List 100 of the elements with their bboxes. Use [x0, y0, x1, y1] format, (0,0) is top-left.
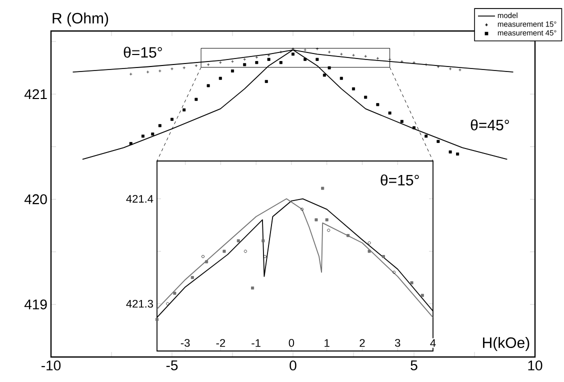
point	[352, 87, 355, 90]
point	[182, 66, 186, 70]
x-tick-label: -5	[166, 360, 178, 370]
y-tick-label: 420	[24, 194, 47, 204]
point	[263, 255, 266, 258]
point	[173, 292, 176, 295]
x-tick-label: 1	[324, 339, 330, 347]
x-tick-label: 10	[528, 360, 542, 370]
point	[141, 134, 144, 138]
point	[392, 270, 396, 274]
x-tick-label: 0	[290, 360, 296, 370]
point	[202, 255, 204, 258]
point	[129, 142, 132, 146]
point	[264, 80, 268, 83]
x-tick-label: -10	[42, 360, 61, 370]
point	[340, 52, 343, 56]
point	[170, 118, 174, 121]
point	[146, 70, 150, 74]
point	[236, 239, 240, 242]
point	[222, 250, 226, 253]
point	[300, 208, 304, 211]
point	[322, 74, 326, 77]
point	[206, 84, 210, 88]
y-tick-label: 421.4	[126, 194, 154, 203]
point	[182, 108, 186, 112]
y-tick-label: 421.3	[126, 300, 153, 308]
y-tick-label: 421	[24, 89, 47, 99]
point	[218, 76, 222, 80]
point	[424, 134, 428, 138]
point	[205, 260, 208, 264]
point	[376, 103, 380, 106]
point	[255, 56, 258, 59]
x-tick-label: -2	[216, 339, 226, 347]
point	[328, 66, 331, 70]
point	[388, 112, 392, 115]
point	[158, 124, 162, 128]
y-tick-label: 419	[24, 299, 47, 310]
point	[206, 63, 210, 66]
y-axis-title: R (Ohm)	[52, 12, 108, 26]
point	[412, 126, 416, 130]
point	[151, 132, 154, 136]
annotation: θ=15°	[380, 174, 419, 186]
point	[456, 152, 460, 156]
point	[231, 69, 234, 72]
x-tick-label: 0	[288, 339, 294, 347]
point	[316, 58, 319, 61]
point	[410, 281, 414, 284]
point	[420, 294, 424, 297]
point	[352, 54, 355, 57]
annotation: θ=45°	[470, 119, 509, 130]
point	[368, 250, 371, 253]
point	[400, 120, 404, 123]
point	[190, 276, 194, 280]
point	[304, 58, 307, 61]
point	[129, 72, 132, 76]
x-tick-label: 3	[394, 339, 400, 347]
point	[436, 140, 440, 143]
point	[340, 76, 343, 80]
point	[243, 63, 246, 66]
point	[267, 54, 270, 57]
point	[314, 218, 318, 222]
point	[158, 69, 162, 72]
x-tick-label: -3	[180, 339, 190, 347]
point	[156, 318, 158, 322]
point	[368, 241, 371, 244]
point	[292, 52, 294, 56]
point	[327, 228, 330, 232]
point	[194, 64, 198, 68]
point	[244, 250, 247, 253]
point	[243, 58, 246, 61]
annotation: θ=15°	[124, 46, 162, 58]
point	[304, 48, 307, 52]
point	[376, 56, 380, 60]
point	[279, 61, 282, 64]
x-tick-label: 2	[360, 339, 365, 347]
point	[346, 234, 350, 238]
point	[448, 150, 452, 154]
point	[321, 186, 324, 190]
point	[218, 61, 222, 64]
point	[262, 239, 265, 242]
point	[448, 67, 452, 70]
x-tick-label: -1	[252, 339, 260, 347]
x-tick-label: 4	[430, 339, 436, 347]
point	[255, 61, 258, 64]
point	[364, 96, 368, 99]
x-tick-label: 5	[410, 360, 418, 370]
point	[194, 98, 198, 101]
point	[364, 54, 368, 58]
x-axis-title: H(kOe)	[483, 336, 530, 351]
point	[316, 47, 319, 50]
point	[328, 50, 331, 54]
point	[325, 218, 328, 222]
point	[251, 286, 254, 290]
point	[382, 255, 385, 258]
point	[231, 60, 234, 63]
point	[400, 60, 404, 63]
point	[458, 68, 462, 72]
point	[166, 302, 170, 306]
point	[267, 58, 270, 61]
point	[170, 67, 174, 70]
